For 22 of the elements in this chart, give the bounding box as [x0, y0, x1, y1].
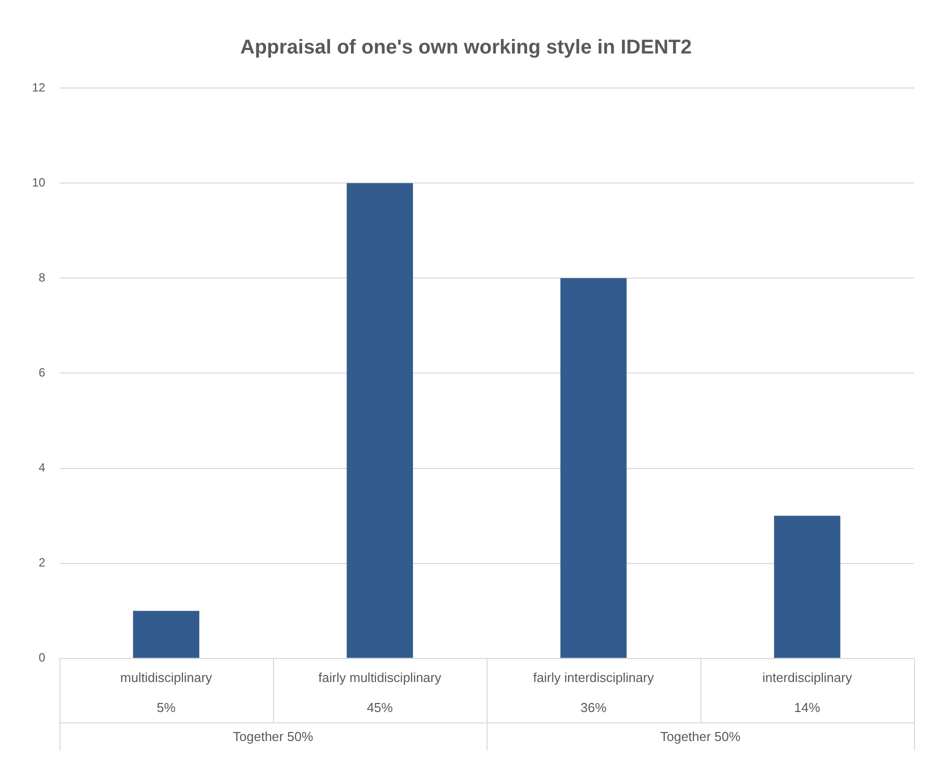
y-tick-label: 4: [38, 460, 46, 475]
y-tick-label: 2: [38, 556, 46, 570]
y-tick-label: 8: [38, 270, 46, 284]
text: Together 50%: [660, 728, 741, 744]
x-tick-label: interdisciplinary: [762, 670, 852, 685]
x-tick-label: fairly interdisciplinary: [533, 670, 654, 685]
y-tick-label: 12: [32, 80, 46, 94]
text: Together 50%: [232, 728, 314, 744]
x-tick-label: fairly multidisciplinary: [318, 670, 442, 685]
text: 5%: [156, 700, 176, 715]
bar: [133, 610, 200, 658]
y-tick-label: 6: [38, 366, 46, 380]
bar: [774, 516, 840, 658]
bar: [346, 183, 413, 658]
y-tick-label: 0: [38, 650, 46, 665]
text: 45%: [366, 700, 394, 715]
text: 36%: [580, 700, 607, 715]
bar: [560, 278, 627, 658]
text: 14%: [794, 700, 821, 715]
x-tick-label: multidisciplinary: [120, 670, 213, 685]
chart-title: Appraisal of one's own working style in IDENT2: [240, 36, 692, 59]
y-tick-label: 10: [32, 175, 46, 190]
